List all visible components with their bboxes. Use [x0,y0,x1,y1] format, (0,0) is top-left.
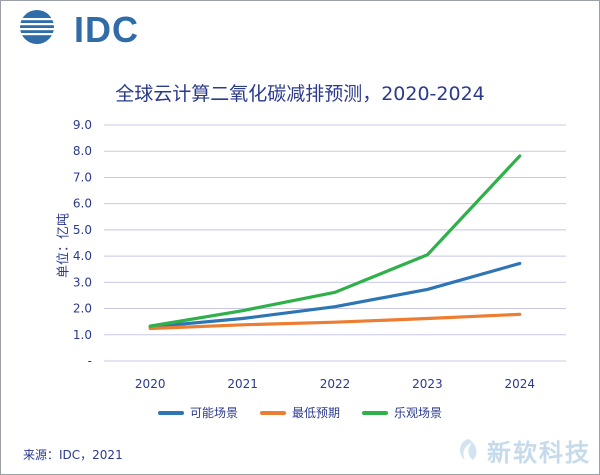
series-line [148,312,522,331]
legend-item-lowest: 最低预期 [259,404,340,421]
y-tick-label: 9.0 [73,118,92,132]
legend-item-possible: 可能场景 [157,404,238,421]
source-note: 来源：IDC，2021 [23,448,123,462]
x-tick-label: 2020 [135,377,166,391]
legend-label: 乐观场景 [394,406,443,420]
legend-swatch [362,410,388,415]
legend-swatch [259,410,286,415]
watermark-swirl-icon [459,438,477,460]
x-tick-label: 2022 [320,377,351,391]
legend-swatch [157,410,184,415]
x-tick-label: 2024 [505,377,536,391]
legend-item-optimistic: 乐观场景 [362,404,442,421]
y-tick-label: - [88,354,92,368]
idc-logo-text: IDC [74,9,139,50]
legend-label: 可能场景 [189,406,238,420]
y-tick-label: 3.0 [73,275,92,289]
watermark: 新软科技 [453,433,591,468]
globe-icon [18,10,56,44]
y-tick-label: 2.0 [73,302,92,316]
y-tick-label: 5.0 [73,223,92,237]
y-tick-label: 1.0 [73,328,92,342]
y-tick-label: 7.0 [73,170,92,184]
chart-title: 全球云计算二氧化碳减排预测，2020-2024 [115,83,485,105]
x-tick-label: 2021 [227,377,258,391]
y-tick-label: 4.0 [73,249,92,263]
legend-label: 最低预期 [291,406,340,420]
y-tick-label: 8.0 [73,144,92,158]
series-line [148,154,522,328]
chart-legend: 可能场景 最低预期 乐观场景 [1,404,599,421]
y-tick-label: 6.0 [73,197,92,211]
y-axis-label: 单位：亿吨 [56,213,72,279]
x-tick-label: 2023 [412,377,443,391]
watermark-text: 新软科技 [487,439,591,467]
series-line [148,261,522,329]
idc-logo: IDC [15,7,138,50]
